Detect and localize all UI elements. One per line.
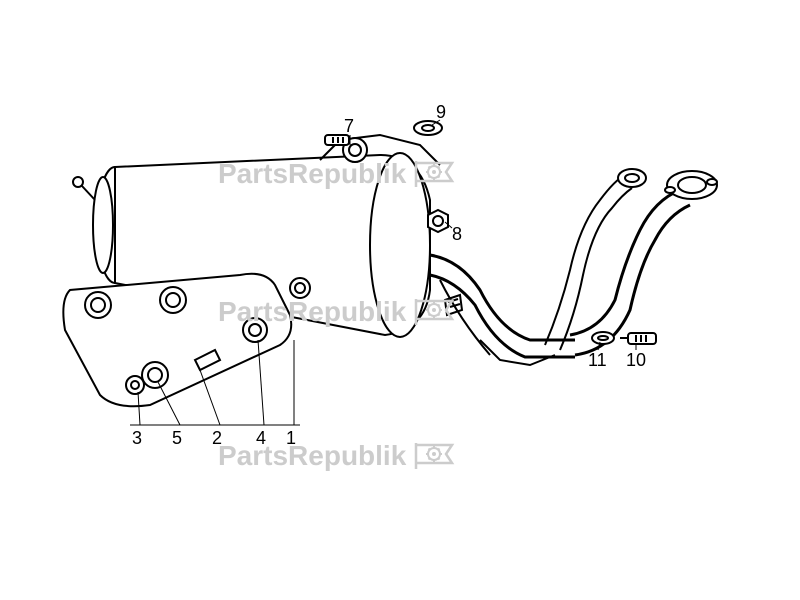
flag-gear-icon (414, 441, 458, 471)
exhaust-diagram: PartsRepublik PartsRepublik (0, 0, 800, 600)
watermark-3: PartsRepublik (218, 440, 458, 472)
callout-3: 3 (132, 428, 142, 449)
watermark-1: PartsRepublik (218, 158, 458, 190)
callout-5: 5 (172, 428, 182, 449)
callout-4: 4 (256, 428, 266, 449)
watermark-2: PartsRepublik (218, 296, 458, 328)
callout-7: 7 (344, 116, 354, 137)
callout-10: 10 (626, 350, 646, 371)
flag-gear-icon (414, 297, 458, 327)
callout-11: 11 (588, 350, 607, 371)
callout-1: 1 (286, 428, 296, 449)
flag-gear-icon (414, 159, 458, 189)
watermark-text: PartsRepublik (218, 296, 406, 328)
watermark-text: PartsRepublik (218, 158, 406, 190)
callout-9: 9 (436, 102, 446, 123)
callout-8: 8 (452, 224, 462, 245)
watermark-text: PartsRepublik (218, 440, 406, 472)
callout-2: 2 (212, 428, 222, 449)
